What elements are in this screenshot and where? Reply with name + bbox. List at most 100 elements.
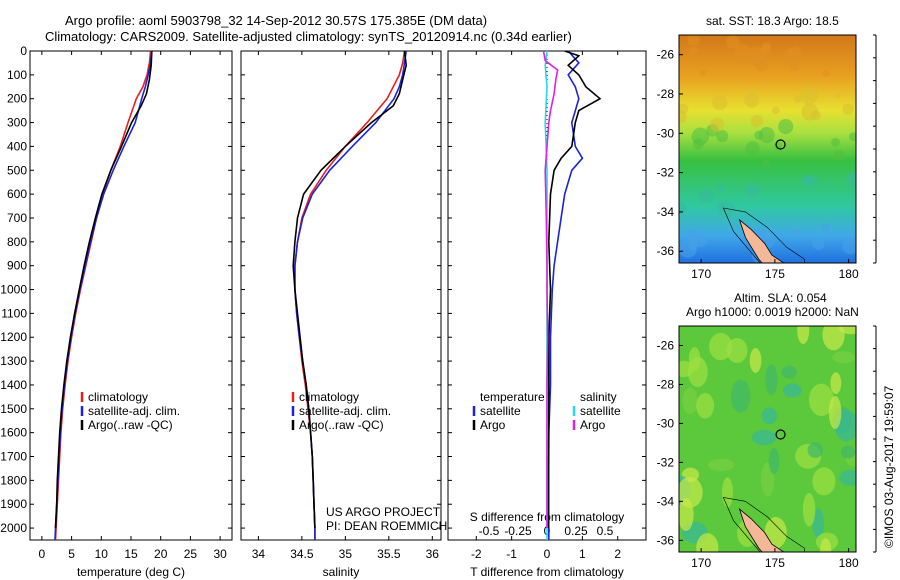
x-tick-label: 5: [68, 547, 75, 561]
map-y-tick-label: -30: [657, 416, 675, 430]
map-x-tick-label: 180: [839, 267, 859, 281]
y-tick-label: 1800: [0, 473, 27, 487]
y-tick-label: 800: [7, 235, 27, 249]
map-y-tick-label: -28: [657, 87, 675, 101]
y-tick-label: 100: [7, 68, 27, 82]
sla-map-title-1: Altim. SLA: 0.054: [734, 291, 827, 305]
sst-patch: [750, 114, 764, 128]
float-position-marker: [775, 429, 786, 440]
sla-patch: [749, 348, 762, 373]
credit-label: ©IMOS 03-Aug-2017 19:59:07: [882, 385, 896, 548]
x-axis-label: temperature (deg C): [77, 565, 185, 579]
y-tick-label: 1100: [1, 306, 27, 320]
legend-title-salinity: salinity: [580, 390, 617, 404]
y-tick-label: 600: [7, 187, 27, 201]
y-tick-label: 1200: [0, 330, 27, 344]
x-top-tick-label: -0.25: [504, 524, 532, 538]
sst-patch: [842, 103, 854, 115]
sla-patch: [726, 338, 748, 363]
sla-patch: [761, 407, 777, 425]
series-line-argo-raw-qc-: [292, 50, 408, 529]
map-x-tick-label: 175: [765, 556, 785, 570]
sla-patch: [764, 517, 787, 549]
sla-patch: [812, 508, 825, 539]
bathymetry-contour: [722, 207, 805, 263]
title-line-1: Argo profile: aoml 5903798_32 14-Sep-201…: [65, 13, 488, 28]
map-field: [679, 326, 856, 552]
y-tick-label: 200: [7, 92, 27, 106]
sla-patch: [682, 387, 698, 415]
land-new-zealand: [738, 507, 785, 552]
sst-patch: [709, 117, 725, 132]
x-tick-label: 35.5: [377, 547, 401, 561]
sla-patch: [679, 476, 703, 508]
sla-patch: [707, 458, 735, 471]
sla-patch: [709, 332, 733, 361]
map-sla: 170 175 180 -26 -28 -30 -32 -34 -36: [657, 325, 877, 570]
sla-patch: [687, 356, 708, 388]
map-y-tick-label: -30: [657, 126, 675, 140]
sst-patch: [846, 171, 856, 188]
series-line-s-argo: [542, 50, 559, 529]
legend-title-temperature: temperature: [480, 390, 545, 404]
sla-patch: [830, 372, 842, 395]
map-x-tick-label: 180: [839, 556, 859, 570]
sst-patch: [758, 127, 775, 144]
title-line-2: Climatology: CARS2009. Satellite-adjuste…: [45, 29, 572, 44]
legend-label: satellite: [480, 404, 521, 418]
sst-patch: [760, 44, 771, 55]
sst-patch: [716, 184, 725, 193]
x-tick-label: 15: [124, 547, 138, 561]
panel-difference: -2 -1 0 1 2 T difference from climatology -0.5…: [447, 50, 647, 579]
sla-patch: [812, 467, 836, 496]
sst-patch: [712, 94, 728, 111]
sst-patch: [800, 87, 819, 105]
sst-patch: [687, 35, 700, 47]
legend-label: Argo: [480, 418, 506, 432]
y-tick-label: 1500: [0, 402, 27, 416]
legend-label: climatology: [299, 390, 359, 404]
sla-patch: [820, 538, 832, 552]
sst-patch: [842, 238, 856, 255]
sst-patch: [784, 49, 795, 61]
sst-patch: [849, 132, 856, 142]
legend-label: climatology: [88, 390, 148, 404]
sst-patch: [700, 69, 707, 76]
y-tick-label: 500: [7, 163, 27, 177]
x-tick-label: 25: [184, 547, 198, 561]
y-tick-label: 2000: [0, 521, 27, 535]
map-y-tick-label: -34: [657, 494, 675, 508]
land-new-zealand: [738, 218, 785, 263]
project-line-1: US ARGO PROJECT: [326, 505, 441, 519]
sla-patch: [696, 533, 719, 552]
sla-patch: [781, 365, 797, 379]
sla-patch: [839, 469, 856, 486]
series-line-t-argo: [547, 50, 602, 529]
sst-patch: [734, 44, 751, 61]
map-frame: [678, 34, 857, 264]
sla-patch: [751, 429, 777, 446]
sla-patch: [840, 445, 856, 459]
sst-patch: [791, 228, 801, 238]
map-x-tick-label: 170: [691, 267, 711, 281]
sst-patch: [745, 183, 759, 198]
legend-label: Argo: [580, 418, 606, 432]
sst-patch: [745, 141, 760, 156]
sst-patch: [744, 92, 760, 108]
legend-label: Argo(..raw -QC): [88, 418, 173, 432]
x-tick-label: 20: [154, 547, 168, 561]
x-top-tick-label: -0.5: [479, 524, 500, 538]
panel-temperature: 0 5 10 15 20 25 30 temperature (deg C) 0 100 200 30…: [0, 44, 233, 579]
y-tick-label: 1600: [0, 426, 27, 440]
sst-patch: [793, 95, 802, 104]
sst-patch: [822, 223, 830, 232]
sst-patch: [771, 106, 780, 115]
sla-patch: [768, 447, 780, 475]
float-position-marker: [775, 139, 786, 150]
x-tick-label: 2: [614, 547, 621, 561]
sst-patch: [754, 55, 770, 72]
sst-patch: [822, 70, 830, 77]
sst-patch: [762, 159, 770, 167]
sla-patch: [696, 392, 715, 419]
x-tick-label: 36: [426, 547, 440, 561]
